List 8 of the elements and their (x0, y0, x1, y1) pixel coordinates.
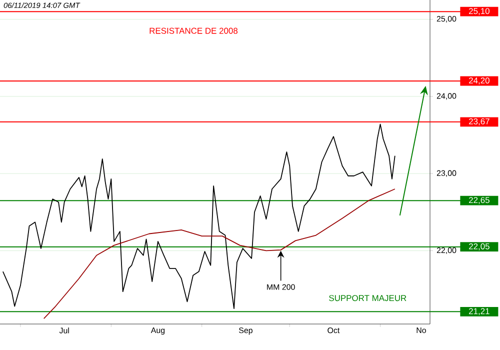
ref-line-label: 25,10 (469, 8, 490, 16)
ref-line-label: 21,21 (469, 308, 490, 316)
annotation: SUPPORT MAJEUR (329, 295, 406, 302)
ref-line-label: 24,20 (469, 78, 490, 84)
ref-line-label: 23,67 (469, 118, 490, 126)
annotation: RESISTANCE DE 2008 (150, 28, 238, 34)
ref-line-label: 22,05 (469, 243, 490, 250)
ref-line-label: 22,65 (469, 197, 490, 204)
